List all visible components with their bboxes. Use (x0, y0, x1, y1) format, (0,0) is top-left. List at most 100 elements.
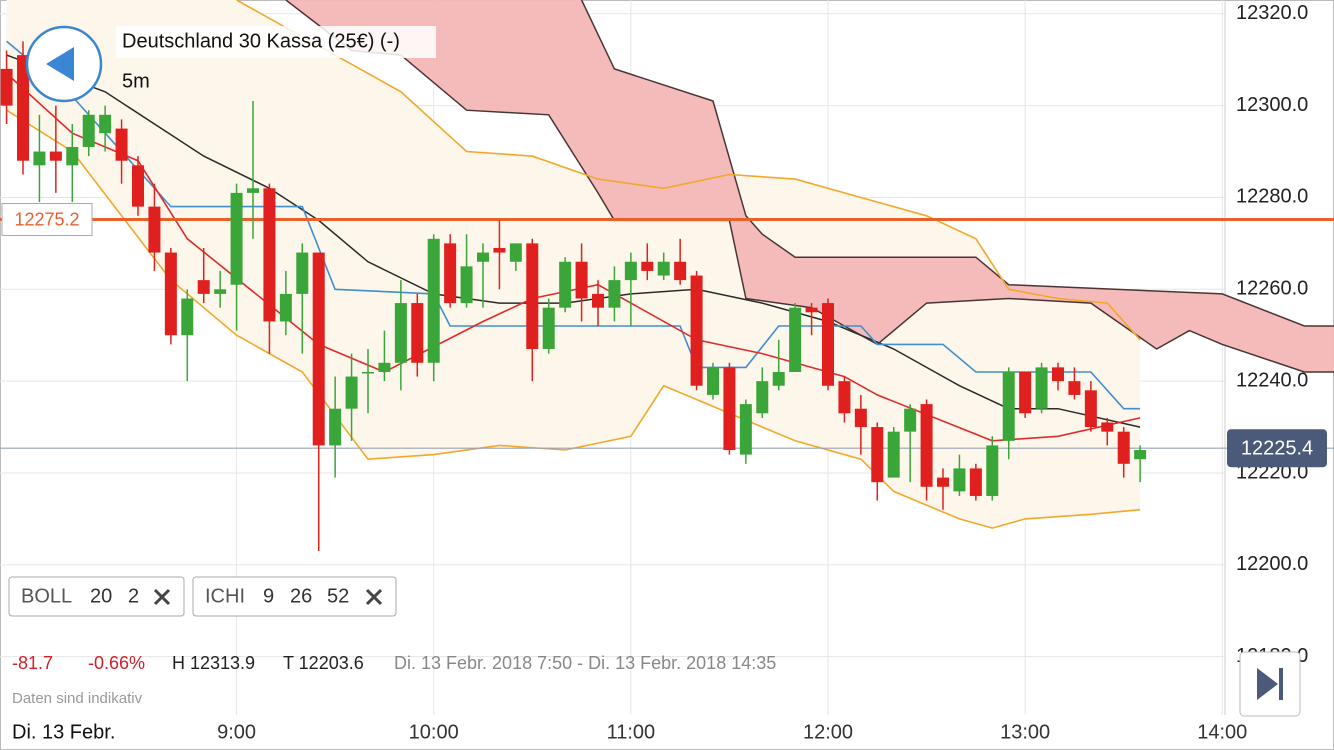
candle-body (1035, 367, 1048, 409)
candle-body (279, 293, 292, 322)
current-price-label: 12225.4 (1241, 437, 1313, 459)
disclaimer: Daten sind indikativ (12, 690, 143, 707)
candle-body (181, 298, 194, 336)
candle-body (1052, 367, 1064, 382)
bollinger-fill (6, 0, 1141, 529)
candle-body (1134, 450, 1147, 460)
candle-body (329, 408, 342, 446)
candle-body (164, 252, 177, 336)
candle-body (871, 427, 884, 483)
candle-body (115, 128, 128, 161)
level-label: 12275.2 (14, 209, 79, 229)
candle-body (214, 289, 227, 294)
candle-body (247, 188, 259, 193)
candle-body (296, 252, 309, 294)
candle-body (986, 445, 999, 496)
x-tick-label: 14:00 (1197, 721, 1247, 743)
bollinger-upper (236, 0, 1141, 341)
candle-body (805, 307, 818, 313)
candle-body (641, 261, 654, 271)
date-bg (2, 716, 137, 748)
candle-body (1101, 422, 1114, 432)
candle-body (493, 247, 506, 253)
candle-body (969, 468, 982, 496)
indicator-param: 20 (90, 585, 112, 607)
date-label: Di. 13 Febr. (12, 721, 115, 743)
candle-body (509, 243, 522, 262)
bollinger-lower (6, 109, 1141, 529)
candle-body (477, 252, 489, 262)
indicator-chip[interactable] (8, 576, 185, 617)
candle-body (854, 408, 867, 428)
candle-body (657, 261, 670, 276)
indicator-param: 2 (128, 585, 139, 607)
skip-icon-bar (1279, 668, 1283, 700)
candle-body (608, 280, 621, 308)
back-icon (46, 47, 74, 81)
remove-icon[interactable] (153, 588, 171, 606)
candle-body (17, 55, 29, 161)
indicator-label: BOLL (21, 585, 72, 607)
x-tick-label: 12:00 (803, 721, 853, 743)
stat-change-pct: -0.66% (88, 653, 145, 673)
candle-body (362, 371, 374, 374)
candle-body (148, 206, 161, 253)
stat-range: Di. 13 Febr. 2018 7:50 - Di. 13 Febr. 20… (394, 653, 776, 673)
indicator-param: 9 (263, 585, 274, 607)
candle-body (707, 367, 719, 395)
candle-body (953, 468, 966, 492)
candle-body (230, 192, 243, 285)
candle-body (82, 114, 95, 147)
candle-body (1084, 390, 1097, 428)
candle-body (1068, 381, 1081, 395)
indicator-chip[interactable] (192, 576, 397, 617)
indicator-param: 52 (327, 585, 349, 607)
candle-body (0, 68, 13, 106)
candle-body (378, 362, 391, 372)
stat-high: H 12313.9 (172, 653, 255, 673)
candle-body (1019, 371, 1032, 414)
candle-body (263, 188, 276, 322)
candle-body (460, 266, 473, 304)
y-tick-label: 12280.0 (1236, 186, 1308, 208)
remove-icon[interactable] (365, 588, 383, 606)
candle-body (99, 114, 112, 134)
skip-icon (1257, 668, 1278, 700)
candle-body (920, 404, 933, 487)
candle-body (1002, 371, 1015, 441)
candle-body (312, 252, 325, 446)
x-tick-label: 13:00 (1000, 721, 1050, 743)
candle-body (690, 275, 703, 386)
y-tick-label: 12300.0 (1236, 94, 1308, 116)
candle-body (444, 243, 457, 304)
candle-body (197, 280, 210, 294)
x-tick-label: 11:00 (607, 721, 656, 743)
candle-body (542, 307, 555, 350)
candle-body (345, 376, 358, 409)
candle-body (937, 477, 949, 487)
y-tick-label: 12320.0 (1236, 2, 1308, 24)
candle-body (887, 431, 900, 478)
ichimoku-cloud (285, 0, 1334, 372)
y-tick-label: 12240.0 (1236, 369, 1308, 391)
candle-body (427, 238, 440, 363)
span-b-line (580, 0, 1334, 327)
chart-title: Deutschland 30 Kassa (25€) (-) (122, 30, 400, 52)
kijun-line (6, 40, 1141, 410)
candle-body (756, 381, 769, 414)
candle-body (822, 303, 834, 386)
candle-body (723, 367, 736, 451)
stat-low: T 12203.6 (283, 653, 364, 673)
candle-body (526, 243, 539, 350)
candle-body (66, 146, 79, 166)
current-price-box (1227, 429, 1327, 468)
y-tick-label: 12200.0 (1236, 553, 1308, 575)
candle-body (904, 408, 917, 432)
candle-body (1117, 431, 1130, 464)
candle-body (132, 165, 144, 207)
candle-body (411, 303, 424, 363)
candle-body (559, 261, 572, 308)
